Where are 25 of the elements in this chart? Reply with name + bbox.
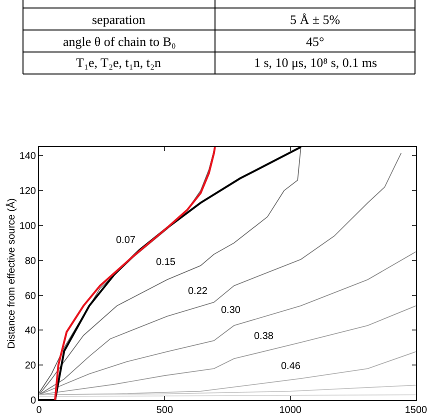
annotation: 0.46 [281,361,301,372]
text: T₁e, T₂e, t₁n, t₂n [76,55,162,70]
text: 5 Å ± 5% [290,12,340,27]
x-tick-label: 500 [156,405,174,414]
text: 45° [306,34,324,49]
y-tick-label: 120 [19,186,36,198]
text: separation [92,12,146,27]
x-tick-label: 0 [36,405,42,414]
y-tick-label: 20 [24,360,36,372]
y-tick-label: 40 [24,326,36,337]
annotation: 0.07 [116,235,136,246]
y-tick-label: 80 [24,256,36,267]
y-tick-label: 0 [30,396,36,406]
annotation: 0.38 [254,331,274,342]
annotation: 0.22 [188,286,208,297]
text: angle θ of chain to B₀ [63,34,176,49]
annotation: 0.15 [156,257,176,268]
x-tick-label: 1500 [404,405,428,414]
annotation: 0.30 [221,305,241,316]
text: 1 s, 10 μs, 10⁸ s, 0.1 ms [254,55,378,70]
y-tick-label: 140 [19,151,36,162]
x-tick-label: 1000 [279,405,302,414]
y-tick-label: 100 [19,221,36,232]
y-axis-title: Distance from effective source (Å) [5,198,18,349]
y-tick-label: 60 [24,290,36,302]
